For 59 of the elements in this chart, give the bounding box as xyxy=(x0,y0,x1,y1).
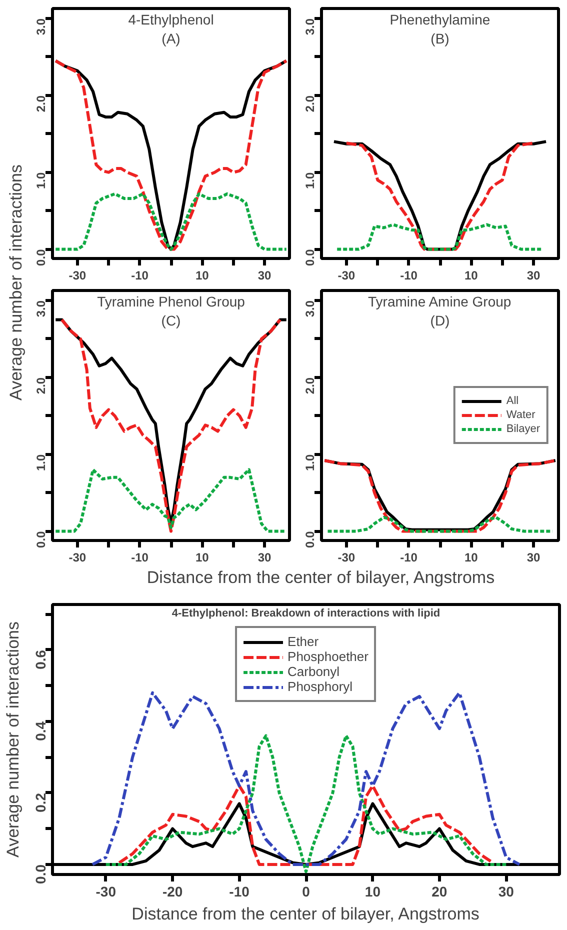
y-tick-label: 2.0 xyxy=(303,377,317,394)
y-tick-label: 1.0 xyxy=(303,172,317,190)
text: Phenethylamine (B) xyxy=(390,12,490,47)
x-tick-label: 10 xyxy=(464,268,478,282)
x-tick-label: 20 xyxy=(432,884,448,900)
x-axis-title: Distance from the center of bilayer, Angstroms xyxy=(146,568,495,587)
legend-label: Carbonyl xyxy=(288,664,340,679)
legend-label: Bilayer xyxy=(506,422,540,436)
x-tick-label: -10 xyxy=(400,268,418,282)
y-tick-label: 3.0 xyxy=(34,18,48,36)
chart-title: 4-Ethylphenol: Breakdown of interactions with lipid xyxy=(172,608,440,620)
legend-label: Ether xyxy=(288,634,319,649)
y-tick-label: 0.0 xyxy=(32,864,48,884)
legend-label: Water xyxy=(506,408,536,422)
x-tick-label: -20 xyxy=(162,884,183,900)
x-tick-label: 30 xyxy=(258,550,272,564)
text: Tyramine Amine Group (D) xyxy=(368,294,512,329)
x-tick-label: 30 xyxy=(526,550,541,564)
x-tick-label: -10 xyxy=(131,268,149,282)
legend-label: Phosphoryl xyxy=(288,679,353,694)
y-tick-label: 2.0 xyxy=(303,95,317,112)
y-tick-label: 0.4 xyxy=(32,721,48,741)
y-tick-label: 1.0 xyxy=(303,454,317,472)
x-tick-label: 0 xyxy=(302,884,310,900)
y-tick-label: 3.0 xyxy=(303,300,317,318)
y-axis-title: Average number of interactions xyxy=(4,622,22,858)
x-tick-label: -30 xyxy=(68,550,86,564)
x-tick-label: -30 xyxy=(338,550,356,564)
y-tick-label: 1.0 xyxy=(34,172,48,190)
x-tick-label: -10 xyxy=(400,550,418,564)
y-axis-title: Average number of interactions xyxy=(6,164,26,400)
x-tick-label: 10 xyxy=(196,268,210,282)
x-tick-label: 10 xyxy=(364,884,381,900)
x-tick-label: 30 xyxy=(498,884,514,900)
x-tick-label: 30 xyxy=(526,268,541,282)
text: Tyramine Phenol Group (C) xyxy=(97,294,246,329)
x-tick-label: 10 xyxy=(464,550,478,564)
y-tick-label: 0.0 xyxy=(303,248,317,266)
y-tick-label: 2.0 xyxy=(34,95,48,112)
y-tick-label: 0.2 xyxy=(32,792,48,812)
y-tick-label: 0.0 xyxy=(34,248,48,266)
x-tick-label: -30 xyxy=(96,884,116,900)
legend-label: All xyxy=(506,394,520,408)
legend-label: Phosphoether xyxy=(288,649,368,664)
x-axis-title: Distance from the center of bilayer, Angstroms xyxy=(132,904,480,924)
x-tick-label: 10 xyxy=(196,550,210,564)
text: 4-Ethylphenol (A) xyxy=(128,12,214,47)
y-tick-label: 2.0 xyxy=(34,377,48,394)
x-tick-label: 30 xyxy=(258,268,272,282)
x-tick-label: -10 xyxy=(131,550,149,564)
y-tick-label: 0.0 xyxy=(34,530,48,548)
y-tick-label: 0.0 xyxy=(303,530,317,548)
y-tick-label: 3.0 xyxy=(303,18,317,36)
y-tick-label: 1.0 xyxy=(34,454,48,472)
x-tick-label: -30 xyxy=(68,268,86,282)
x-tick-label: -30 xyxy=(338,268,356,282)
x-tick-label: -10 xyxy=(229,884,250,900)
y-tick-label: 3.0 xyxy=(34,300,48,318)
y-tick-label: 0.6 xyxy=(32,650,48,670)
